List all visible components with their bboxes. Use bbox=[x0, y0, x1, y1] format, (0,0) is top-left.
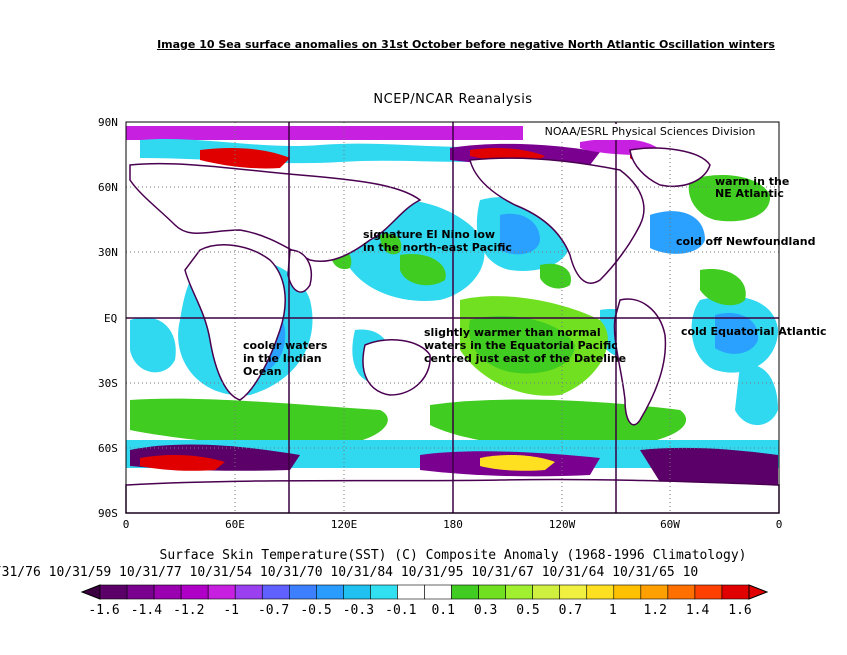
colorbar-tick-label: -1.2 bbox=[173, 603, 204, 618]
india bbox=[287, 249, 312, 293]
annotation-warmer-pacific: slightly warmer than normal bbox=[424, 326, 601, 339]
lon-tick-label: 120E bbox=[331, 518, 358, 531]
colorbar-tick-label: -1.4 bbox=[131, 603, 162, 618]
colorbar-title: Surface Skin Temperature(SST) (C) Compos… bbox=[159, 548, 747, 563]
colorbar-tick-label: 0.1 bbox=[431, 603, 454, 618]
colorbar-tick-label: 0.3 bbox=[474, 603, 497, 618]
lat-tick-label: 30S bbox=[98, 377, 118, 390]
colorbar-swatch bbox=[153, 584, 182, 600]
colorbar-tick-label: 1.2 bbox=[643, 603, 666, 618]
colorbar-swatch bbox=[99, 584, 128, 600]
colorbar-swatch bbox=[640, 584, 669, 600]
lat-tick-label: 90N bbox=[98, 116, 118, 129]
lat-tick-label: 60S bbox=[98, 442, 118, 455]
lat-tick-label: 90S bbox=[98, 507, 118, 520]
colorbar-swatch bbox=[559, 584, 588, 600]
colorbar-labels: -1.6 -1.4 -1.2 -1 -0.7 -0.5 -0.3 -0.1 0.1 0.3 0.5 0… bbox=[88, 603, 751, 618]
chart-title: NCEP/NCAR Reanalysis bbox=[373, 92, 533, 107]
colorbar-tick-label: 0.5 bbox=[516, 603, 539, 618]
colorbar-swatch bbox=[126, 584, 155, 600]
colorbar-swatch bbox=[261, 584, 290, 600]
lat-tick-label: EQ bbox=[104, 312, 117, 325]
colorbar-swatch bbox=[613, 584, 642, 600]
colorbar-swatch bbox=[397, 584, 425, 600]
annotation-warmer-pacific: waters in the Equatorial Pacific bbox=[424, 339, 618, 352]
annotation-warm-ne-atlantic: NE Atlantic bbox=[715, 187, 784, 200]
colorbar-tick-label: -1.6 bbox=[88, 603, 119, 618]
annotation-cold-eq-atlantic: cold Equatorial Atlantic bbox=[681, 325, 827, 338]
map-annotations: warm in the NE Atlantic signature El Nin… bbox=[243, 175, 827, 378]
credit-label: NOAA/ESRL Physical Sciences Division bbox=[523, 124, 777, 140]
colorbar-swatch bbox=[370, 584, 398, 600]
north-america bbox=[469, 157, 645, 284]
colorbar-swatch bbox=[667, 584, 696, 600]
annotation-cooler-indian: Ocean bbox=[243, 365, 282, 378]
colorbar-swatch bbox=[288, 584, 317, 600]
annotation-warmer-pacific: centred just east of the Dateline bbox=[424, 352, 626, 365]
lon-tick-label: 120W bbox=[549, 518, 576, 531]
annotation-warm-ne-atlantic: warm in the bbox=[715, 175, 789, 188]
colorbar-swatch bbox=[234, 584, 263, 600]
lat-tick-label: 30N bbox=[98, 246, 118, 259]
colorbar-tick-label: -1 bbox=[223, 603, 239, 618]
colorbar-tick-label: -0.7 bbox=[258, 603, 289, 618]
annotation-el-nino-low: signature El Nino low bbox=[363, 228, 495, 241]
colorbar-tick-label: 1 bbox=[609, 603, 617, 618]
greenland bbox=[629, 147, 711, 187]
annotation-cooler-indian: cooler waters bbox=[243, 339, 328, 352]
colorbar-swatch bbox=[207, 584, 236, 600]
colorbar-tick-label: 1.6 bbox=[728, 603, 751, 618]
grid-solid bbox=[126, 122, 779, 513]
map-frame bbox=[125, 121, 780, 514]
page-title: Image 10 Sea surface anomalies on 31st O… bbox=[157, 38, 775, 51]
colorbar-swatch bbox=[586, 584, 615, 600]
colorbar bbox=[80, 584, 769, 600]
grid-dotted bbox=[126, 122, 779, 513]
lat-axis: 90N 60N 30N EQ 30S 60S 90S bbox=[98, 116, 118, 520]
composite-dates: 0/31/76 10/31/59 10/31/77 10/31/54 10/31… bbox=[0, 565, 699, 580]
lon-tick-label: 60E bbox=[225, 518, 245, 531]
annotation-cold-newfoundland: cold off Newfoundland bbox=[676, 235, 815, 248]
annotation-el-nino-low: in the north-east Pacific bbox=[363, 241, 512, 254]
lon-axis: 0 60E 120E 180 120W 60W 0 bbox=[123, 518, 783, 531]
colorbar-tick-label: -0.3 bbox=[343, 603, 374, 618]
colorbar-swatch bbox=[424, 584, 452, 600]
lon-tick-label: 0 bbox=[123, 518, 130, 531]
lon-tick-label: 60W bbox=[660, 518, 680, 531]
colorbar-swatch bbox=[532, 584, 561, 600]
australia bbox=[362, 339, 431, 396]
colorbar-arrow-left bbox=[80, 584, 101, 600]
colorbar-swatch bbox=[180, 584, 209, 600]
colorbar-arrow-right bbox=[748, 584, 769, 600]
colorbar-tick-label: 1.4 bbox=[686, 603, 710, 618]
warm-anomaly-regions bbox=[130, 175, 771, 449]
eurasia bbox=[129, 162, 422, 262]
lon-tick-label: 180 bbox=[443, 518, 463, 531]
lon-tick-label: 0 bbox=[776, 518, 783, 531]
colorbar-swatch bbox=[505, 584, 533, 600]
colorbar-swatch bbox=[451, 584, 479, 600]
colorbar-swatch bbox=[694, 584, 723, 600]
colorbar-swatch bbox=[478, 584, 506, 600]
colorbar-swatch bbox=[316, 584, 344, 600]
colorbar-tick-label: 0.7 bbox=[559, 603, 582, 618]
colorbar-tick-label: -0.5 bbox=[300, 603, 331, 618]
colorbar-swatch bbox=[721, 584, 750, 600]
colorbar-swatch bbox=[343, 584, 371, 600]
colorbar-tick-label: -0.1 bbox=[385, 603, 416, 618]
lat-tick-label: 60N bbox=[98, 181, 118, 194]
annotation-cooler-indian: in the Indian bbox=[243, 352, 322, 365]
